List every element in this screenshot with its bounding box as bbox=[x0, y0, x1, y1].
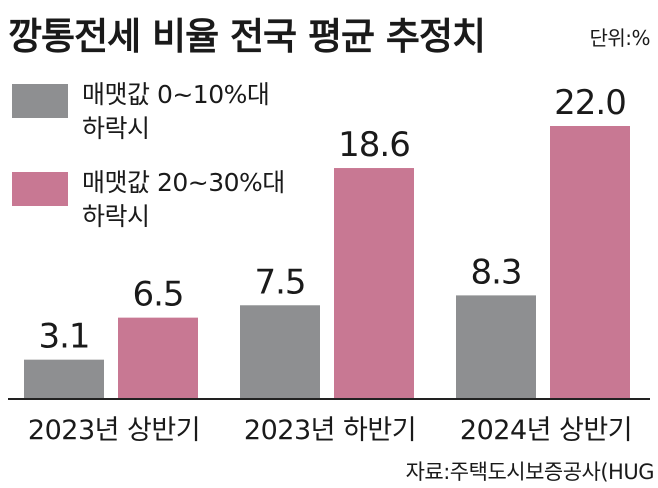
legend-label-pink: 매맷값 20~30%대 하락시 bbox=[82, 168, 285, 231]
bar-pink-2 bbox=[550, 126, 630, 398]
legend-swatch-pink bbox=[12, 172, 68, 206]
bar-gray-1 bbox=[240, 305, 320, 398]
bar-gray-2 bbox=[456, 295, 536, 398]
chart-title: 깡통전세 비율 전국 평균 추정치 bbox=[8, 15, 486, 58]
source-note: 자료:주택도시보증공사(HUG bbox=[405, 460, 655, 484]
legend-item-gray: 매맷값 0~10%대 하락시 bbox=[12, 78, 270, 146]
unit-label: 단위:% bbox=[589, 26, 650, 50]
value-label-gray-0: 3.1 bbox=[38, 317, 89, 357]
value-label-pink-2: 22.0 bbox=[554, 83, 626, 123]
x-axis-line bbox=[8, 398, 650, 400]
value-label-gray-2: 8.3 bbox=[470, 252, 521, 292]
legend-label-gray: 매맷값 0~10%대 하락시 bbox=[82, 80, 270, 143]
category-label-2024-h1: 2024년 상반기 bbox=[459, 415, 633, 446]
bar-gray-0 bbox=[24, 359, 104, 398]
category-label-2023-h2: 2023년 하반기 bbox=[243, 415, 417, 446]
category-label-2023-h1: 2023년 상반기 bbox=[27, 415, 201, 446]
legend-swatch-gray bbox=[12, 84, 68, 118]
bar-pink-1 bbox=[334, 168, 414, 398]
legend-item-pink: 매맷값 20~30%대 하락시 bbox=[12, 166, 285, 234]
value-label-gray-1: 7.5 bbox=[254, 262, 305, 302]
bar-pink-0 bbox=[118, 317, 198, 398]
value-label-pink-0: 6.5 bbox=[132, 275, 183, 315]
value-label-pink-1: 18.6 bbox=[338, 125, 410, 165]
